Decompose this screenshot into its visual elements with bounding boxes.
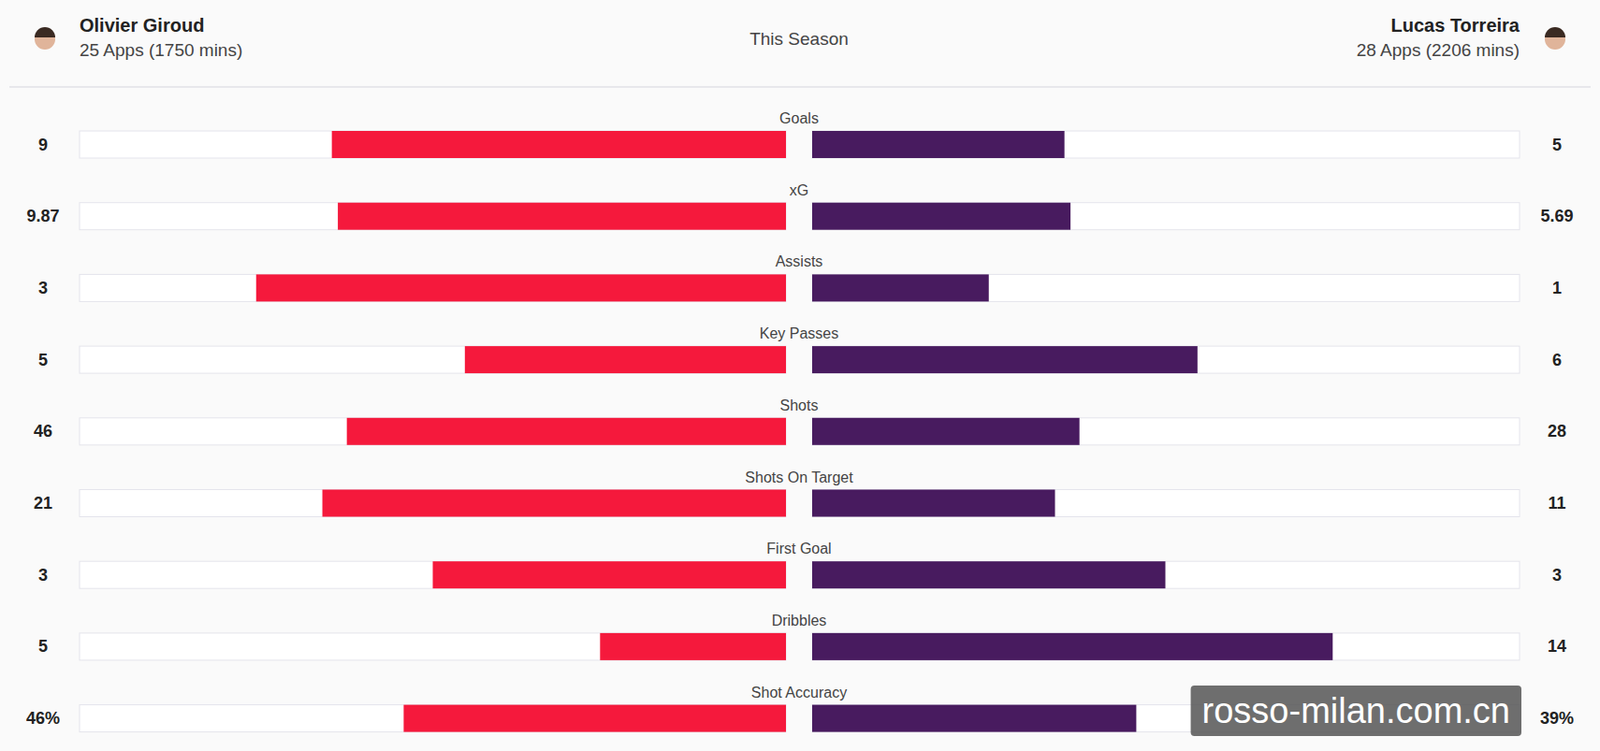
bar <box>812 561 1166 589</box>
bar <box>812 203 1071 231</box>
player-name: Olivier Giroud <box>79 14 204 36</box>
avatar-hair <box>1544 27 1566 38</box>
track <box>79 274 786 302</box>
track <box>812 633 1520 661</box>
value-label: 3 <box>38 278 48 298</box>
bar <box>332 130 786 159</box>
bar <box>812 633 1333 661</box>
category-label: Goals <box>779 110 819 127</box>
player-subtitle: 25 Apps (1750 mins) <box>79 40 243 60</box>
player-subtitle: 28 Apps (2206 mins) <box>1356 40 1520 60</box>
value-label: 28 <box>1547 421 1567 441</box>
category-label: Assists <box>775 253 824 270</box>
bar <box>812 705 1136 733</box>
category-label: Key Passes <box>759 325 839 342</box>
value-label: 11 <box>1547 494 1566 513</box>
track <box>812 130 1520 159</box>
value-label: 5 <box>38 350 48 370</box>
avatar <box>1544 27 1566 50</box>
category-label: Shot Accuracy <box>751 684 847 701</box>
chart: Olivier Giroud 25 Apps (1750 mins) Lucas T… <box>0 0 1600 751</box>
bar <box>347 418 786 446</box>
watermark: rosso-milan.com.cn <box>1191 685 1522 737</box>
value-label: 3 <box>1552 566 1562 585</box>
track <box>812 274 1520 302</box>
value-label: 21 <box>33 494 53 513</box>
category-label: Shots <box>780 397 819 414</box>
track <box>812 346 1520 374</box>
avatar <box>34 27 56 50</box>
track <box>812 561 1520 589</box>
track <box>812 490 1520 518</box>
bar <box>599 633 786 661</box>
category-label: First Goal <box>766 540 831 557</box>
bar <box>337 203 786 231</box>
track <box>79 490 786 518</box>
tracks <box>79 130 1520 733</box>
track <box>79 346 786 374</box>
bar <box>465 346 786 374</box>
divider <box>9 87 1591 88</box>
track <box>812 203 1520 231</box>
bar <box>812 130 1065 159</box>
value-label: 5 <box>1552 135 1562 155</box>
value-label: 1 <box>1552 278 1562 298</box>
category-label: Shots On Target <box>744 469 854 486</box>
labels: Goals 9 5 xG 9.87 5.69 Assists 3 1 Key Passes 5 6 Sh… <box>26 110 1574 728</box>
value-label: 46 <box>33 421 53 441</box>
value-label: 5 <box>38 637 48 656</box>
track <box>79 561 786 589</box>
track <box>812 418 1520 446</box>
value-label: 39% <box>1540 709 1574 728</box>
value-label: 3 <box>38 566 48 585</box>
bar <box>433 561 787 589</box>
bar <box>812 346 1198 374</box>
title: This Season <box>749 29 849 49</box>
bar <box>812 274 990 302</box>
track <box>79 130 786 159</box>
avatar-hair <box>34 27 56 38</box>
value-label: 14 <box>1547 637 1567 656</box>
bar <box>403 705 786 733</box>
category-label: xG <box>789 182 809 199</box>
category-label: Dribbles <box>771 612 828 629</box>
watermark-box <box>1191 685 1522 737</box>
bar <box>322 490 786 518</box>
track <box>79 705 786 733</box>
bar <box>812 418 1080 446</box>
value-label: 5.69 <box>1540 206 1573 226</box>
bar <box>256 274 786 302</box>
watermark-text: rosso-milan.com.cn <box>1202 691 1511 731</box>
bars <box>256 130 1334 733</box>
value-label: 9 <box>38 135 48 155</box>
value-label: 6 <box>1552 350 1562 370</box>
track <box>79 418 786 446</box>
player-name: Lucas Torreira <box>1391 14 1521 36</box>
bar <box>812 490 1056 518</box>
track <box>79 203 786 231</box>
value-label: 46% <box>26 709 60 728</box>
track <box>79 633 786 661</box>
value-label: 9.87 <box>26 206 59 226</box>
